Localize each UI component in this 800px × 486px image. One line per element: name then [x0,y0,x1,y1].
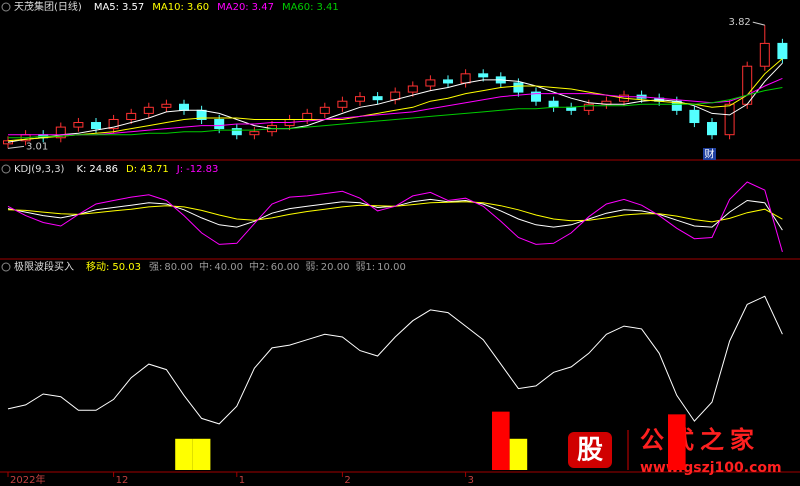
watermark-name: 公式之家 [640,426,760,454]
annotation: 财 [705,148,715,161]
series-line [8,77,783,136]
legend-text: 弱1: [355,261,375,273]
candle-body [759,42,770,67]
legend-text: 3.41 [317,2,339,13]
watermark-url: www.gszj100.com [640,460,782,476]
watermark-icon: 股 [577,436,603,466]
candle-body [407,85,418,93]
panel-button[interactable] [1,262,11,272]
series-line [7,181,783,253]
legend-text: MA20: [217,2,249,13]
legend-text: KDJ(9,3,3) [14,164,65,175]
candle-body [513,82,524,93]
candle-body [372,96,383,101]
legend-text: MA60: [282,2,314,13]
legend-text: -12.83 [186,164,218,175]
candle-body [443,79,453,84]
candle-body [231,128,242,136]
signal-bar [668,414,686,470]
candle-body [689,109,700,124]
legend-text: 3.60 [187,2,209,13]
legend-text: 移动: [86,260,109,273]
legend-text: 24.86 [89,164,118,175]
x-tick-label: 12 [116,475,129,486]
legend-text: 40.00 [214,262,243,273]
candle-body [55,126,66,139]
candle-body [425,79,436,87]
annotation-box [703,148,716,160]
legend-text: J: [176,164,183,175]
candle-body [548,100,559,108]
series-line [7,295,783,425]
signal-bar [509,438,528,470]
high-label: 3.82 [729,17,751,28]
candle-body [583,103,594,111]
candle-body [777,42,788,60]
legend-text: 强: [149,261,162,273]
watermark-icon-box [568,432,612,468]
legend-text: 极限波段买入 [14,260,74,273]
legend-text: 3.57 [122,2,144,13]
legend-text: 中: [199,260,212,273]
candle-body [161,103,172,108]
candle-body [249,131,260,136]
candle-body [742,65,753,105]
legend-text: K: [76,164,86,175]
candle-body [143,106,154,114]
watermark: 股 公式之家 www.gszj100.com [568,426,782,476]
legend-text: 60.00 [271,262,300,273]
candle-body [355,96,365,102]
low-label: 3.01 [26,141,48,152]
candle-body [108,118,119,130]
candle-body [302,112,313,120]
legend-text: 3.47 [252,2,274,13]
x-tick-label: 2 [344,475,350,486]
legend-text: 弱: [305,261,318,273]
series-line [7,58,783,142]
candle-body [460,73,471,84]
candle-body [126,112,137,120]
legend-text: 天茂集团(日线) [14,0,82,13]
candle-body [531,91,541,102]
legend-text: 43.71 [140,164,169,175]
series-line [7,201,783,223]
candle-body [724,103,735,136]
x-tick-label: 3 [468,475,474,486]
candle-body [707,122,717,136]
legend-text: 20.00 [321,262,350,273]
signal-bar [492,411,510,470]
legend-text: MA5: [94,2,119,13]
signal-bar [175,438,193,470]
candle-body [91,122,101,130]
x-tick-label: 2022年 [10,473,45,486]
legend-text: 10.00 [377,262,406,273]
candle-body [478,73,489,78]
signal-bar [192,438,211,470]
candle-body [3,140,13,145]
candle-body [319,106,330,114]
series-line [8,87,783,139]
legend-text: 80.00 [164,262,193,273]
legend-text: 中2: [249,260,269,273]
panel-button[interactable] [1,2,11,12]
x-tick-label: 1 [239,475,245,486]
legend-text: MA10: [152,2,184,13]
candle-body [214,118,225,130]
high-pointer [752,21,765,26]
low-pointer [7,145,25,149]
candle-body [73,122,84,128]
candle-body [337,100,348,108]
legend-text: 50.03 [112,262,141,273]
candle-body [179,103,189,111]
panel-button[interactable] [1,164,11,174]
legend-text: D: [126,164,137,175]
